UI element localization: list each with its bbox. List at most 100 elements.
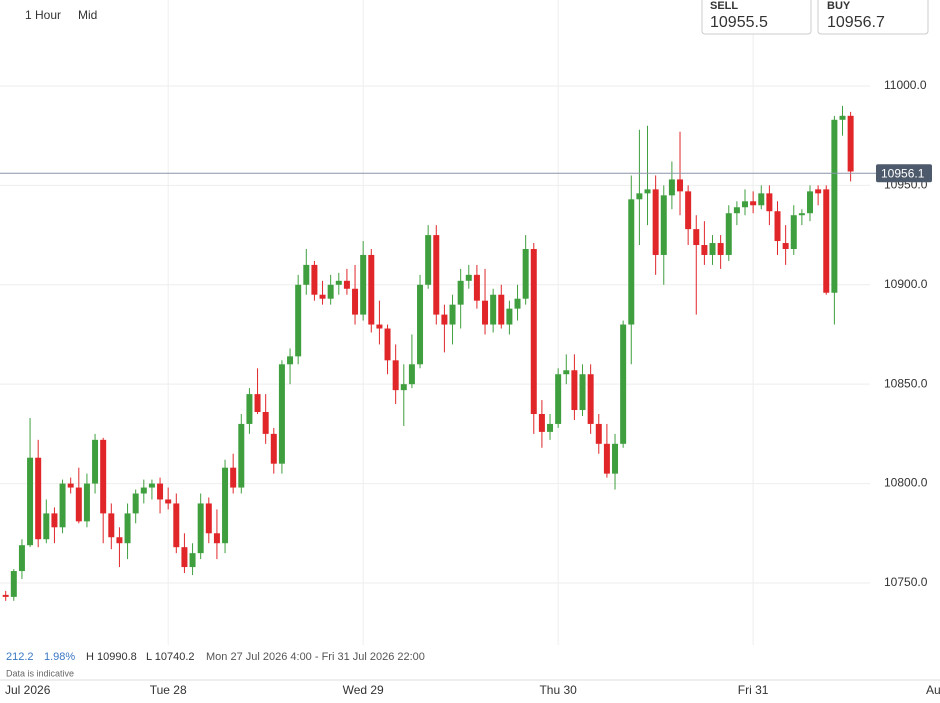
candle-body [2,594,9,597]
candle-body [157,483,164,500]
candle-body [335,280,342,285]
candle-body [742,201,749,208]
change: 212.2 [6,651,34,663]
candle-body [148,483,155,488]
candle-body [530,249,537,414]
candle-body [165,499,172,504]
candle-body [457,280,464,305]
candle-body [644,189,651,194]
candle-body [116,537,123,544]
candle-body [733,207,740,214]
candle-body [628,199,635,325]
candle-body [59,483,66,528]
candle-body [327,284,334,299]
candles: 10956.1 [0,105,932,601]
candle-body [230,467,237,488]
candle-body [18,545,25,572]
x-tick-label: Wed 29 [343,683,384,697]
y-tick-label: 10800.0 [884,476,928,490]
x-tick-label: Au [926,683,940,697]
candle-body [108,513,115,538]
candle-body [498,294,505,325]
x-tick-label: Jul 2026 [5,683,51,697]
candle-body [782,243,789,250]
sell-button[interactable] [701,0,812,35]
candle-body [701,245,708,255]
candle-body [238,423,245,488]
y-tick-label: 10850.0 [884,376,928,390]
candle-body [205,503,212,534]
timeframe[interactable]: 1 Hour [25,8,61,22]
candle-body [595,423,602,444]
candle-body [10,571,17,597]
candle-body [254,394,261,413]
sell-price: 10955.5 [710,14,768,31]
price-type[interactable]: Mid [78,8,97,22]
candle-body [473,274,480,301]
buy-label: BUY [827,0,851,12]
candle-body [303,264,310,285]
candle-body [652,189,659,255]
candle-body [433,235,440,315]
candle-body [465,274,472,281]
candle-body [278,364,285,464]
candle-body [798,213,805,216]
candle-body [612,443,619,474]
candle-body [514,298,521,309]
candle-body [587,374,594,424]
candle-body [441,314,448,325]
candle-body [270,433,277,464]
candle-body [847,115,854,172]
grid: 10750.010800.010850.010900.010950.011000… [0,0,928,645]
candle-body [839,115,846,120]
x-tick-label: Fri 31 [738,683,769,697]
candle-body [555,374,562,424]
candle-body [506,308,513,325]
candle-body [51,513,58,528]
candle-body [295,284,302,357]
candle-body [547,423,554,432]
buy-button[interactable] [817,0,929,35]
candle-body [92,439,99,484]
y-tick-label: 11000.0 [884,78,927,92]
candle-body [83,483,90,522]
candle-body [124,513,131,544]
candle-body [384,328,391,361]
x-tick-label: Tue 28 [150,683,187,697]
candle-body [677,179,684,192]
y-tick-label: 10900.0 [884,277,928,291]
candle-body [360,254,367,315]
current-price-box [876,164,932,183]
candle-body [668,179,675,196]
candle-body [603,443,610,474]
candle-body [100,439,107,514]
candle-body [311,264,318,295]
candle-body [67,483,74,488]
candle-body [725,213,732,255]
candle-body [579,374,586,411]
candle-body [132,493,139,514]
low: L 10740.2 [146,651,195,663]
candle-body [538,413,545,432]
candle-body [571,370,578,411]
candle-body [823,189,830,293]
range: Mon 27 Jul 2026 4:00 - Fri 31 Jul 2026 2… [206,651,425,663]
candle-body [758,193,765,206]
candle-body [636,193,643,200]
candle-body [693,229,700,246]
candle-body [620,324,627,444]
sell-label: SELL [710,0,738,12]
candle-body [75,487,82,522]
candle-body [766,193,773,212]
candle-body [246,394,253,424]
candle-body [368,254,375,325]
x-axis-labels: Jul 2026 Tue 28 Wed 29 Thu 30 Fri 31 Au [5,683,940,697]
candle-body [750,201,757,206]
candle-body [35,457,42,540]
candle-body [709,243,716,255]
candle-body [392,360,399,391]
note: Data is indicative [6,668,74,678]
candle-body [400,384,407,391]
candle-body [482,300,489,325]
candle-body [189,553,196,568]
